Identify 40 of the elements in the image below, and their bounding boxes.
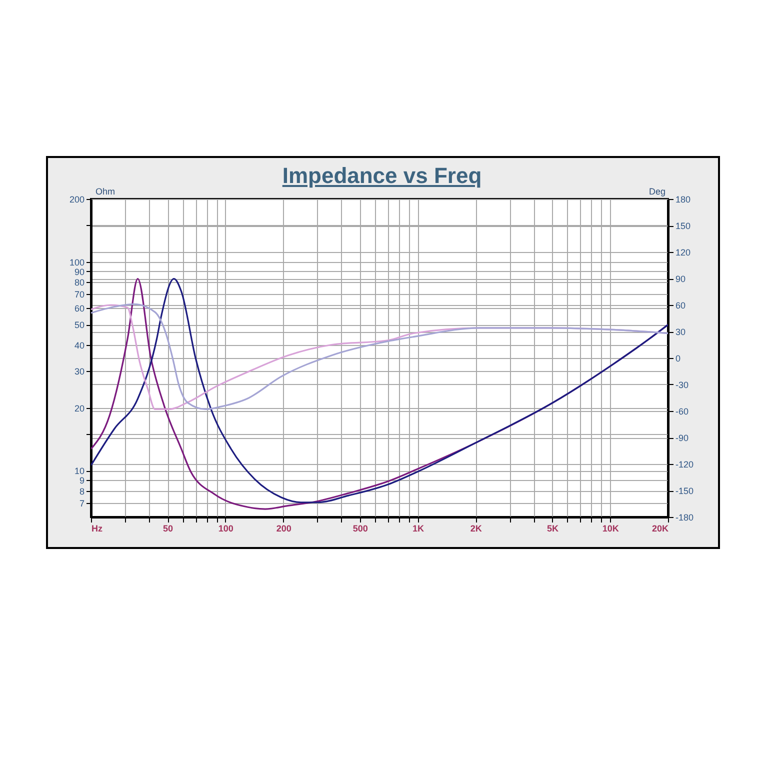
y-tick-label: 10	[74, 466, 84, 476]
y2-tick-label: 30	[676, 327, 686, 337]
y2-tick-label: 90	[676, 274, 686, 284]
y-tick-label: 200	[69, 194, 84, 204]
y2-tick-label: -90	[676, 433, 689, 443]
y-tick-label: 40	[74, 340, 84, 350]
x-tick-label: 20K	[652, 524, 669, 534]
x-tick-label: Hz	[92, 524, 103, 534]
y-tick-label: 100	[69, 257, 84, 268]
chart-title: Impedance vs Freq	[282, 163, 482, 188]
y-tick-label: 30	[74, 366, 84, 377]
x-tick-label: 2K	[470, 524, 482, 534]
y2-tick-label: -30	[676, 380, 689, 390]
y2-tick-label: 0	[676, 354, 681, 364]
y2-tick-label: 60	[676, 300, 686, 310]
y2-axis-title: Deg	[648, 186, 666, 196]
y-tick-label: 50	[74, 320, 84, 330]
y-tick-label: 8	[79, 486, 84, 496]
x-tick-label: 10K	[602, 524, 620, 534]
y-tick-label: 9	[79, 476, 84, 486]
y-tick-label: 90	[74, 266, 84, 277]
x-tick-label: 50	[163, 524, 174, 534]
y-tick-label: 80	[74, 278, 84, 288]
y-tick-label: 60	[74, 304, 84, 314]
x-tick-label: 5K	[546, 524, 559, 534]
y2-tick-label: -150	[676, 486, 694, 496]
x-tick-label: 500	[352, 524, 368, 534]
x-tick-label: 1K	[412, 524, 425, 534]
y-axis-title: Ohm	[96, 186, 116, 196]
y-tick-label: 20	[74, 403, 84, 414]
y-tick-label: 70	[74, 290, 84, 300]
y2-tick-label: 150	[676, 221, 691, 231]
y2-tick-label: -180	[676, 512, 694, 522]
x-tick-label: 100	[218, 524, 234, 534]
y2-tick-label: -60	[676, 406, 689, 416]
y2-tick-label: 120	[676, 248, 691, 258]
y2-tick-label: -120	[676, 460, 694, 470]
y-tick-label: 7	[79, 498, 84, 509]
y2-tick-label: 180	[676, 194, 691, 204]
x-tick-label: 200	[276, 524, 292, 534]
